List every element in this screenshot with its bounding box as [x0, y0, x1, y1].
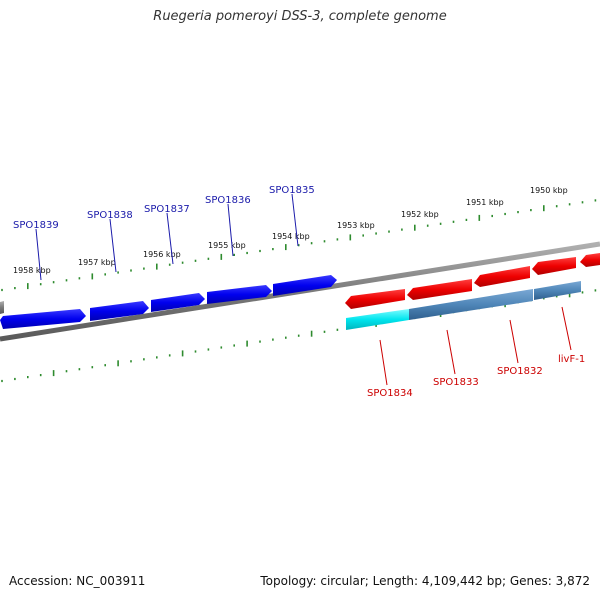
reverse-gene-labels — [379, 306, 572, 386]
accession-text: Accession: NC_003911 — [9, 574, 146, 588]
gene-label-forward[interactable]: SPO1836 — [205, 195, 251, 206]
gene-label-forward[interactable]: SPO1837 — [144, 204, 190, 215]
label-leader — [446, 329, 456, 375]
forward-gene-labels — [35, 193, 299, 281]
label-leader — [561, 306, 572, 351]
scale-label: 1955 kbp — [208, 241, 246, 250]
gene-label-forward[interactable]: SPO1839 — [13, 220, 59, 231]
label-leader — [509, 319, 519, 364]
scale-labels: 1958 kbp 1957 kbp 1956 kbp 1955 kbp 1954… — [13, 186, 568, 275]
gene-label-forward[interactable]: SPO1838 — [87, 210, 133, 221]
gene-block[interactable] — [409, 289, 533, 320]
gene-arrow[interactable] — [151, 293, 205, 312]
gene-label-forward[interactable]: SPO1835 — [269, 185, 315, 196]
scale-label: 1958 kbp — [13, 266, 51, 275]
gene-arrow[interactable] — [273, 275, 337, 296]
scale-label: 1951 kbp — [466, 198, 504, 207]
topology-text: Topology: circular; Length: 4,109,442 bp… — [260, 574, 590, 588]
scale-label: 1957 kbp — [78, 258, 116, 267]
label-leader — [227, 203, 234, 257]
gene-arrow-reverse[interactable] — [580, 253, 600, 267]
gene-block[interactable] — [534, 281, 581, 300]
upper-tick-row — [1, 199, 597, 292]
scale-label: 1950 kbp — [530, 186, 568, 195]
label-leader — [109, 218, 117, 273]
label-leader — [35, 228, 42, 281]
gene-label-reverse[interactable]: SPO1834 — [367, 388, 413, 399]
gene-arrow[interactable] — [0, 309, 86, 329]
gene-arrow-reverse[interactable] — [407, 279, 472, 300]
forward-strand-genes — [0, 275, 337, 329]
reverse-strand-genes — [345, 253, 600, 330]
gene-label-reverse[interactable]: SPO1832 — [497, 366, 543, 377]
gene-arrow-reverse[interactable] — [474, 266, 530, 287]
scale-label: 1953 kbp — [337, 221, 375, 230]
label-leader — [291, 193, 299, 247]
gray-partial-feature[interactable] — [0, 301, 4, 314]
map-title: Ruegeria pomeroyi DSS-3, complete genome — [153, 9, 447, 24]
label-leader — [379, 339, 388, 386]
gene-arrow[interactable] — [90, 301, 149, 321]
gene-arrow-reverse[interactable] — [345, 289, 405, 309]
label-leader — [166, 212, 174, 265]
gene-arrow[interactable] — [207, 285, 272, 304]
scale-label: 1954 kbp — [272, 232, 310, 241]
gene-label-reverse[interactable]: livF-1 — [558, 354, 585, 365]
scale-label: 1956 kbp — [143, 250, 181, 259]
gene-label-reverse[interactable]: SPO1833 — [433, 377, 479, 388]
scale-label: 1952 kbp — [401, 210, 439, 219]
highlight-gene-block[interactable] — [346, 309, 409, 330]
gene-arrow-reverse[interactable] — [532, 257, 576, 275]
